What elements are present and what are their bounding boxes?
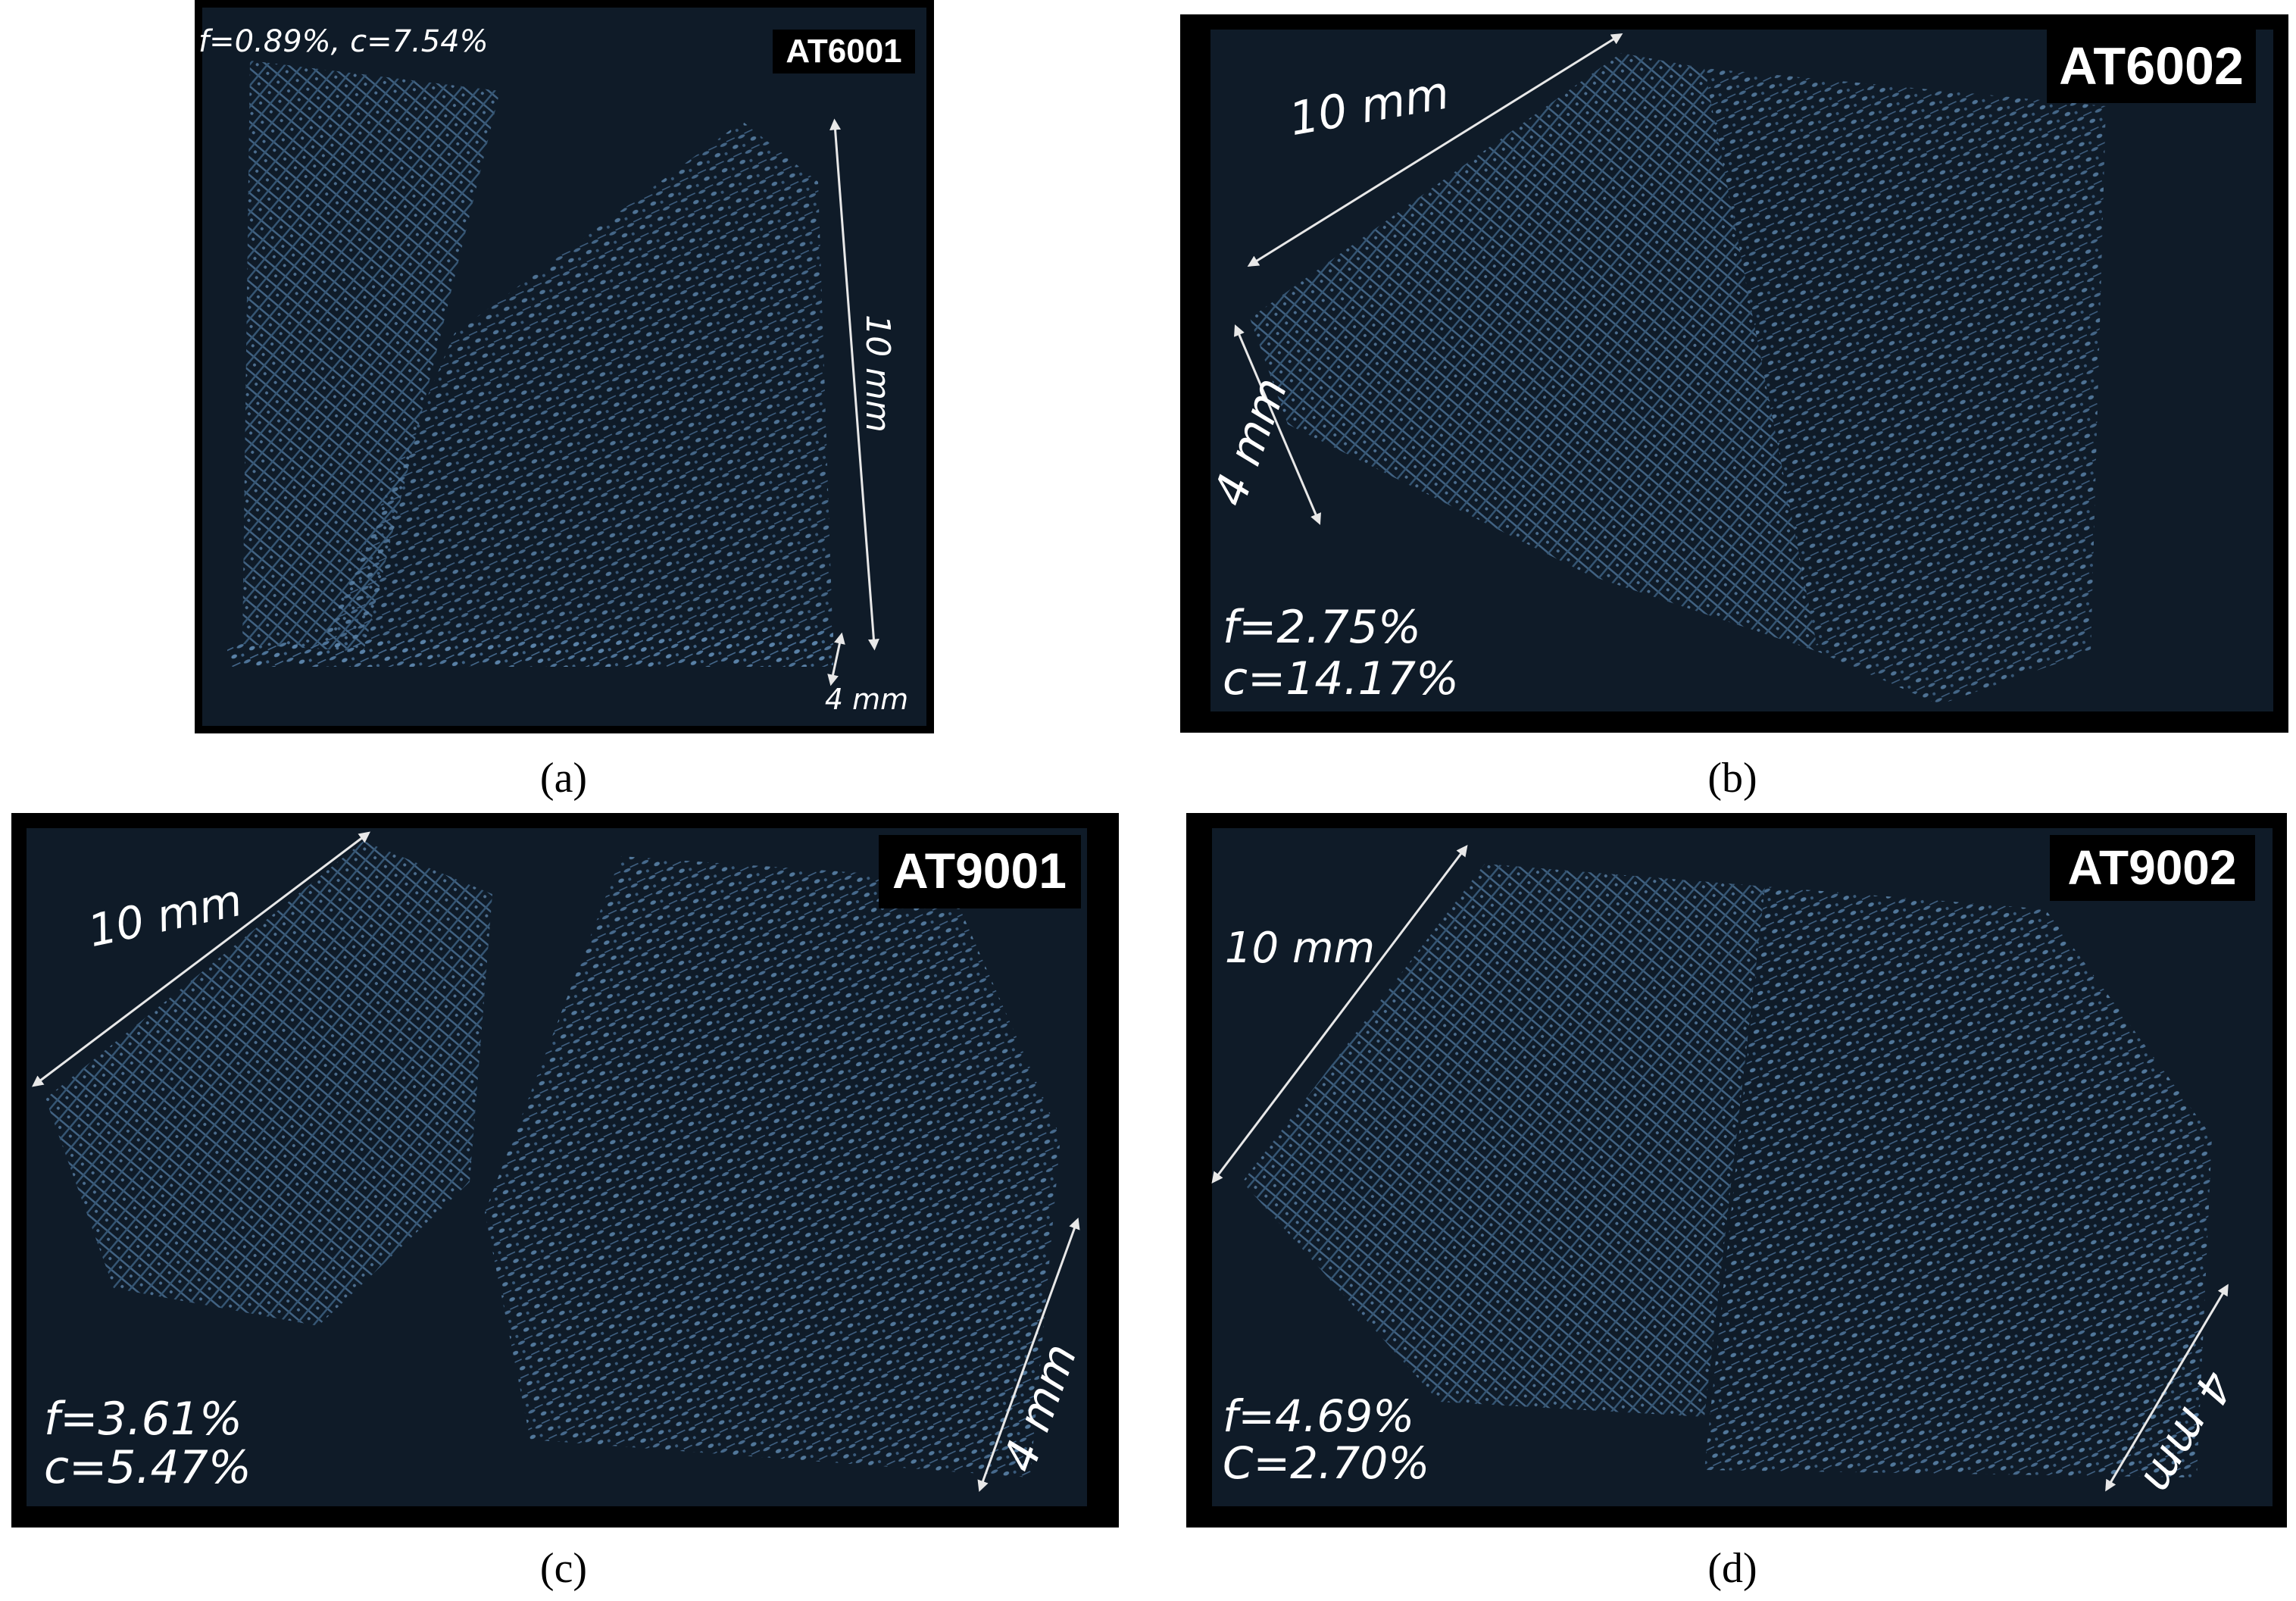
porosity: f=3.61%: [44, 1393, 242, 1446]
panel-a: AT6001 f=0.89%, c=7.54% 10 mm 4 mm: [195, 0, 934, 733]
length-label: 10 mm: [858, 314, 897, 433]
porosity: c=5.47%: [44, 1441, 251, 1494]
depth-label: 4 mm: [825, 683, 908, 716]
depth-arrow: [2105, 1284, 2229, 1492]
caption: (d): [1707, 1545, 1757, 1592]
porosity: C=2.70%: [1223, 1437, 1429, 1489]
depth-arrow: [827, 632, 845, 686]
sample-id: AT6002: [2059, 36, 2244, 95]
caption: (a): [540, 755, 587, 802]
length-label: 10 mm: [1225, 924, 1375, 973]
length-arrow: [829, 118, 879, 651]
sample-id: AT9002: [2068, 840, 2237, 895]
depth-arrow: [1234, 324, 1321, 525]
length-arrow: [32, 831, 370, 1087]
porosity: c=14.17%: [1223, 652, 1459, 705]
porosity: f=0.89%, c=7.54%: [198, 24, 489, 59]
panel-d: AT9002 10 mm 4 mm f=4.69% C=2.70%: [1186, 813, 2287, 1528]
length-arrow: [1211, 845, 1468, 1184]
sample-id: AT9001: [892, 843, 1067, 899]
depth-arrow: [977, 1217, 1080, 1493]
porosity: f=4.69%: [1223, 1390, 1414, 1442]
porosity: f=2.75%: [1223, 601, 1421, 654]
sample-id: AT6001: [786, 33, 901, 70]
panel-c: AT9001 10 mm 4 mm f=3.61% c=5.47%: [11, 813, 1119, 1528]
panel-b: AT6002 10 mm 4 mm f=2.75% c=14.17%: [1180, 14, 2288, 733]
caption: (c): [540, 1545, 587, 1592]
length-arrow: [1247, 33, 1623, 267]
caption: (b): [1707, 755, 1757, 802]
